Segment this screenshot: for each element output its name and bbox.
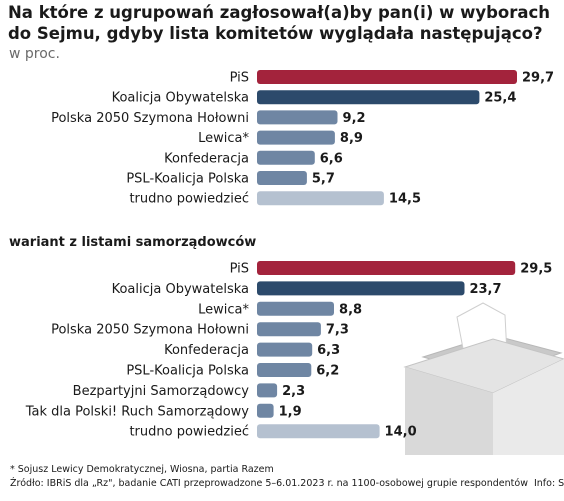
bar-2-3: [257, 301, 334, 316]
category-label-2-4: Polska 2050 Szymona Hołowni: [51, 323, 249, 338]
bar-1-1: [257, 70, 517, 84]
bar-2-9: [257, 424, 380, 439]
category-label-1-5: Konfederacja: [164, 151, 249, 166]
value-label-1-5: 6,6: [320, 151, 343, 166]
value-label-1-4: 8,9: [340, 131, 363, 146]
source-text: Źródło: IBRiS dla „Rz", badanie CATI prz…: [10, 478, 528, 489]
category-label-1-4: Lewica*: [198, 131, 249, 146]
unit-label: w proc.: [9, 46, 60, 62]
category-label-2-2: Koalicja Obywatelska: [112, 282, 249, 297]
category-label-2-1: PiS: [230, 262, 249, 277]
bar-2-8: [257, 403, 274, 418]
value-label-2-6: 6,2: [316, 364, 339, 379]
bars-layer: PiS 29,7 Koalicja Obywatelska 25,4 Polska 20…: [25, 70, 554, 440]
ballot-box-illustration: [403, 302, 564, 455]
bar-1-2: [257, 90, 480, 105]
chart-title-line-2: do Sejmu, gdyby lista komitetów wyglądał…: [8, 24, 543, 43]
chart-title-line-1: Na które z ugrupowań zagłosował(a)by pan…: [8, 3, 551, 22]
value-label-2-8: 1,9: [279, 404, 302, 419]
value-label-1-2: 25,4: [484, 91, 516, 106]
category-label-2-9: trudno powiedzieć: [129, 425, 249, 440]
bar-2-6: [257, 363, 312, 377]
credit-text: Info: S: [533, 478, 564, 489]
bar-2-5: [257, 342, 313, 357]
bar-2-4: [257, 322, 321, 337]
value-label-1-3: 9,2: [343, 111, 366, 126]
chart-title: Na które z ugrupowań zagłosował(a)by pan…: [8, 2, 560, 44]
category-label-1-3: Polska 2050 Szymona Hołowni: [51, 111, 249, 126]
category-label-2-6: PSL-Koalicja Polska: [126, 364, 249, 379]
value-label-2-3: 8,8: [339, 302, 362, 317]
ballot-box-side: [493, 359, 564, 455]
category-label-2-5: Konfederacja: [164, 343, 249, 358]
ballot-box-front: [405, 367, 493, 455]
value-label-1-7: 14,5: [389, 192, 421, 207]
value-label-2-7: 2,3: [282, 384, 305, 399]
value-label-2-5: 6,3: [317, 343, 340, 358]
value-label-1-1: 29,7: [522, 71, 554, 86]
bar-1-7: [257, 191, 384, 206]
bar-1-4: [257, 130, 335, 145]
bar-1-5: [257, 150, 315, 165]
footnote: * Sojusz Lewicy Demokratycznej, Wiosna, …: [10, 464, 274, 475]
value-label-2-9: 14,0: [385, 425, 417, 440]
category-label-2-7: Bezpartyjni Samorządowcy: [73, 384, 250, 399]
category-label-1-1: PiS: [230, 71, 249, 86]
value-label-2-1: 29,5: [520, 262, 552, 277]
category-label-2-3: Lewica*: [198, 302, 249, 317]
bar-2-2: [257, 281, 465, 296]
bar-1-6: [257, 171, 307, 185]
source-line: Źródło: IBRiS dla „Rz", badanie CATI prz…: [10, 478, 564, 489]
category-label-2-8: Tak dla Polski! Ruch Samorządowy: [25, 404, 250, 419]
bar-2-1: [257, 261, 516, 275]
section-2-title: wariant z listami samorządowców: [9, 235, 257, 250]
category-label-1-2: Koalicja Obywatelska: [112, 91, 249, 106]
category-label-1-7: trudno powiedzieć: [129, 192, 249, 207]
value-label-1-6: 5,7: [312, 172, 335, 187]
value-label-2-4: 7,3: [326, 323, 349, 338]
bar-2-7: [257, 383, 278, 398]
bar-charts: PiS 29,7 Koalicja Obywatelska 25,4 Polska 20…: [25, 70, 554, 440]
bar-1-3: [257, 110, 338, 125]
value-label-2-2: 23,7: [469, 282, 501, 297]
category-label-1-6: PSL-Koalicja Polska: [126, 172, 249, 187]
